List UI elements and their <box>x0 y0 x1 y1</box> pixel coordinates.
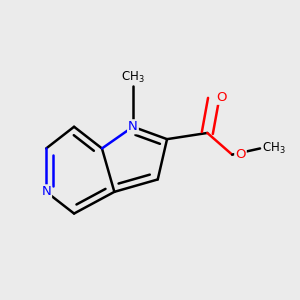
Text: CH$_3$: CH$_3$ <box>121 70 145 85</box>
Text: N: N <box>41 185 51 198</box>
Text: O: O <box>235 148 246 161</box>
Text: CH$_3$: CH$_3$ <box>262 141 285 156</box>
Text: N: N <box>128 120 138 133</box>
Text: O: O <box>217 91 227 104</box>
